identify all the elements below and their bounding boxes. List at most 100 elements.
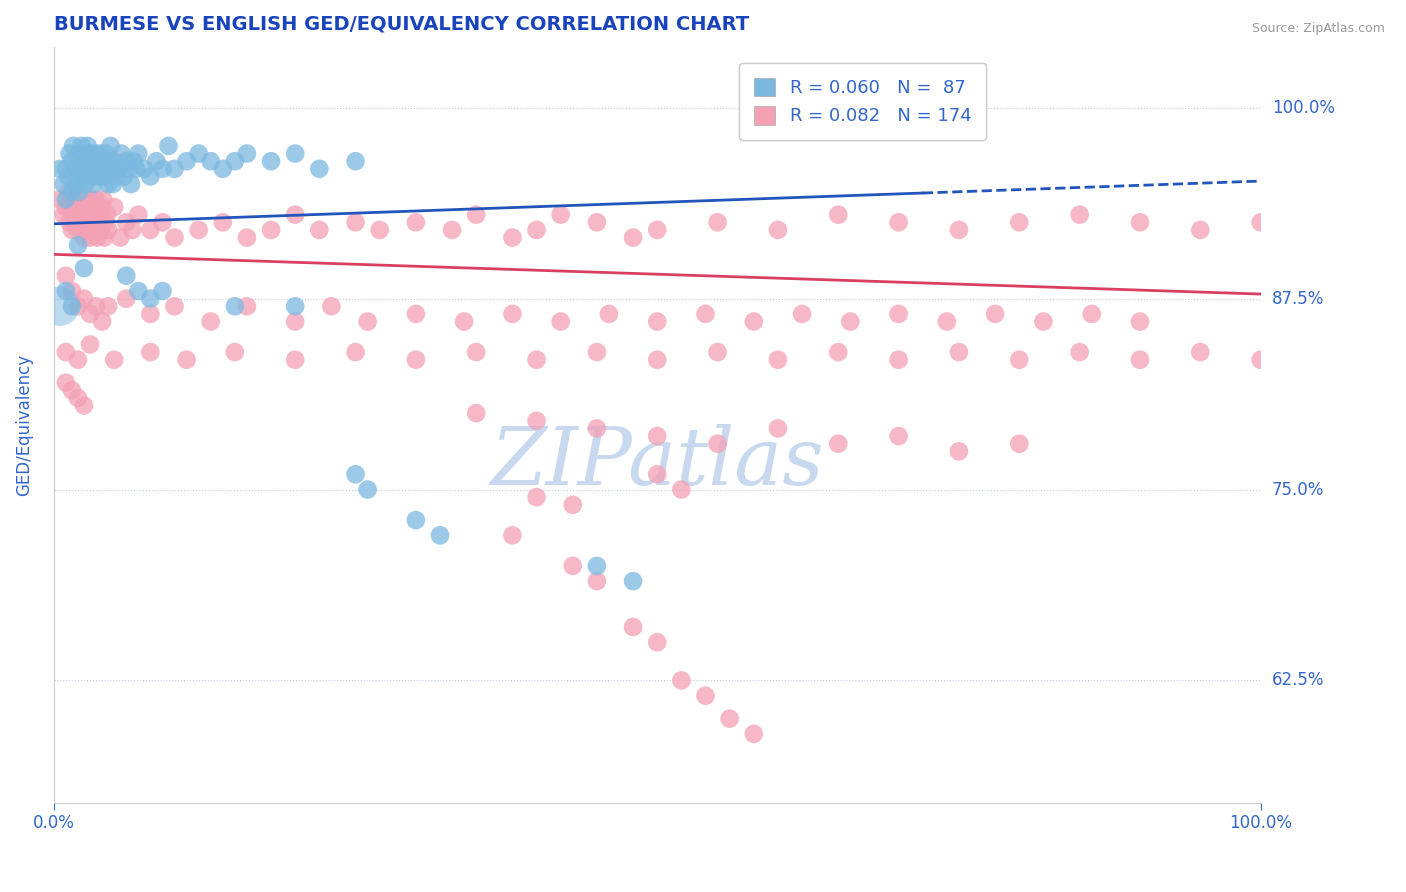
Point	[501, 230, 523, 244]
Text: 100.0%: 100.0%	[1272, 99, 1334, 117]
Point	[69, 161, 91, 176]
Point	[127, 146, 149, 161]
Point	[550, 314, 572, 328]
Point	[83, 200, 105, 214]
Point	[176, 154, 198, 169]
Text: 87.5%: 87.5%	[1272, 290, 1324, 308]
Point	[1129, 215, 1152, 229]
Point	[79, 337, 101, 351]
Text: BURMESE VS ENGLISH GED/EQUIVALENCY CORRELATION CHART: BURMESE VS ENGLISH GED/EQUIVALENCY CORRE…	[53, 15, 749, 34]
Point	[100, 139, 122, 153]
Point	[79, 230, 101, 244]
Point	[66, 299, 89, 313]
Point	[211, 161, 233, 176]
Point	[1069, 208, 1091, 222]
Point	[598, 307, 620, 321]
Point	[501, 307, 523, 321]
Point	[127, 284, 149, 298]
Point	[72, 169, 94, 184]
Point	[115, 215, 138, 229]
Point	[112, 169, 135, 184]
Point	[127, 208, 149, 222]
Point	[91, 314, 114, 328]
Point	[55, 345, 77, 359]
Point	[70, 223, 93, 237]
Point	[368, 223, 391, 237]
Point	[66, 177, 89, 191]
Point	[70, 139, 93, 153]
Point	[62, 208, 84, 222]
Point	[405, 352, 427, 367]
Point	[1129, 314, 1152, 328]
Point	[69, 200, 91, 214]
Point	[526, 352, 548, 367]
Point	[284, 299, 307, 313]
Point	[65, 161, 87, 176]
Point	[550, 208, 572, 222]
Point	[526, 223, 548, 237]
Point	[66, 238, 89, 252]
Point	[586, 421, 609, 435]
Point	[827, 436, 849, 450]
Point	[93, 230, 115, 244]
Point	[63, 193, 86, 207]
Point	[49, 299, 72, 313]
Point	[839, 314, 862, 328]
Point	[55, 284, 77, 298]
Point	[120, 177, 142, 191]
Point	[405, 215, 427, 229]
Point	[103, 200, 125, 214]
Text: 75.0%: 75.0%	[1272, 481, 1324, 499]
Point	[827, 345, 849, 359]
Point	[84, 193, 107, 207]
Point	[1069, 345, 1091, 359]
Point	[72, 208, 94, 222]
Point	[465, 345, 488, 359]
Point	[125, 161, 148, 176]
Point	[94, 146, 117, 161]
Point	[501, 528, 523, 542]
Point	[66, 352, 89, 367]
Point	[706, 215, 728, 229]
Point	[211, 215, 233, 229]
Point	[344, 154, 367, 169]
Point	[115, 268, 138, 283]
Point	[453, 314, 475, 328]
Text: ZIPatlas: ZIPatlas	[491, 424, 824, 501]
Point	[73, 161, 96, 176]
Point	[97, 299, 120, 313]
Point	[405, 513, 427, 527]
Point	[429, 528, 451, 542]
Point	[139, 223, 162, 237]
Point	[60, 223, 83, 237]
Point	[236, 230, 259, 244]
Point	[96, 208, 118, 222]
Point	[157, 139, 180, 153]
Point	[200, 154, 222, 169]
Point	[1189, 223, 1212, 237]
Point	[948, 345, 970, 359]
Point	[52, 208, 75, 222]
Point	[80, 161, 103, 176]
Point	[586, 215, 609, 229]
Point	[645, 352, 668, 367]
Point	[90, 169, 112, 184]
Point	[91, 193, 114, 207]
Point	[308, 223, 330, 237]
Legend: R = 0.060   N =  87, R = 0.082   N = 174: R = 0.060 N = 87, R = 0.082 N = 174	[740, 63, 986, 140]
Point	[93, 169, 115, 184]
Point	[55, 268, 77, 283]
Point	[260, 154, 283, 169]
Point	[66, 391, 89, 405]
Point	[62, 139, 84, 153]
Point	[1008, 352, 1031, 367]
Point	[75, 154, 97, 169]
Point	[58, 185, 80, 199]
Point	[83, 177, 105, 191]
Point	[82, 208, 104, 222]
Point	[1189, 345, 1212, 359]
Point	[66, 185, 89, 199]
Point	[98, 154, 121, 169]
Point	[766, 223, 789, 237]
Point	[645, 223, 668, 237]
